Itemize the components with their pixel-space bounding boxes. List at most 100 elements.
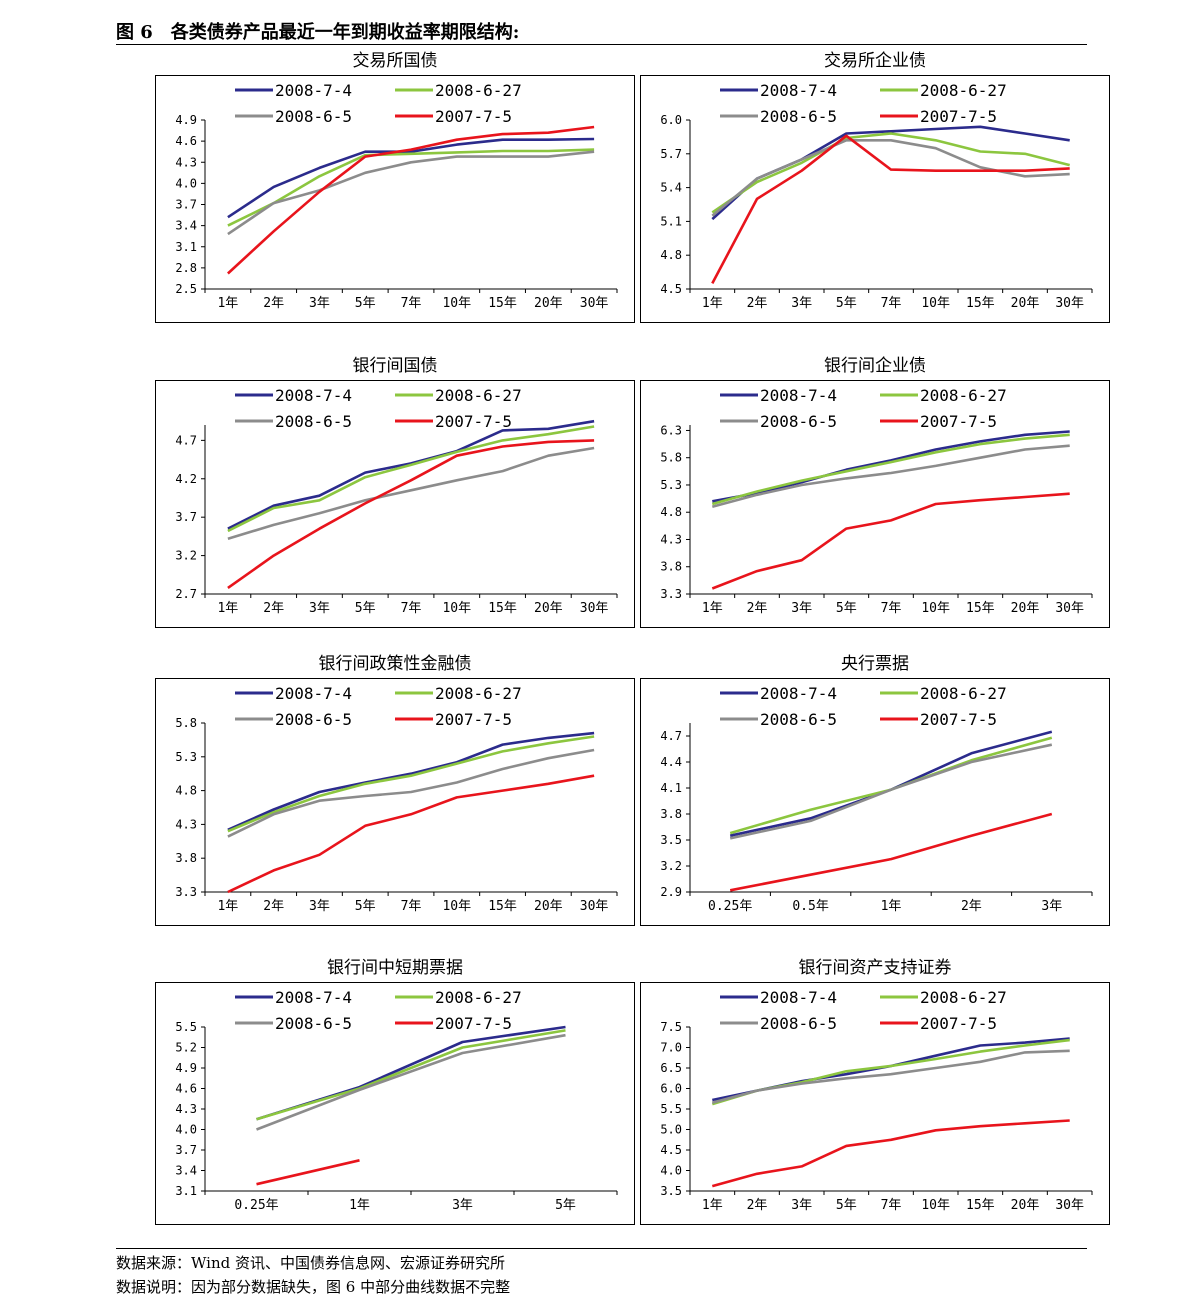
x-tick-label: 2年 (263, 899, 284, 914)
legend-label: 2007-7-5 (920, 1014, 997, 1033)
x-tick-label: 20年 (1011, 1198, 1040, 1213)
x-tick-label: 2年 (961, 899, 982, 914)
series-line-2008-6-5 (711, 1049, 1070, 1105)
x-tick-label: 20年 (534, 296, 563, 311)
y-tick-label: 3.8 (660, 807, 682, 821)
x-tick-label: 10年 (442, 899, 471, 914)
y-tick-label: 3.8 (660, 560, 682, 574)
x-tick-label: 5年 (355, 296, 376, 311)
y-tick-label: 6.0 (660, 1082, 682, 1096)
series-line-2008-6-5 (729, 743, 1053, 840)
series-line-2007-7-5 (227, 439, 595, 589)
chart-interbank-short-medium-notes: 银行间中短期票据 2008-7-4 2008-6-27 2008-6-5 2007-7-… (155, 958, 635, 1225)
y-tick-label: 4.7 (660, 729, 682, 743)
legend-label: 2007-7-5 (920, 412, 997, 431)
legend-label: 2008-6-5 (275, 710, 352, 729)
data-source-note: 数据来源：Wind 资讯、中国债券信息网、宏源证券研究所 (116, 1254, 505, 1272)
y-tick-label: 4.3 (175, 1102, 197, 1116)
chart-title: 银行间企业债 (824, 356, 926, 376)
x-tick-label: 2年 (747, 296, 768, 311)
legend-label: 2008-6-5 (760, 1014, 837, 1033)
chart-exchange-corporate: 交易所企业债 2008-7-4 2008-6-27 2008-6-5 2007-7-5 6… (640, 51, 1110, 323)
x-tick-label: 5年 (355, 899, 376, 914)
series-line-2007-7-5 (256, 1159, 360, 1186)
x-tick-label: 30年 (580, 296, 609, 311)
y-tick-label: 5.0 (660, 1123, 682, 1137)
x-tick-label: 0.25年 (708, 899, 752, 914)
x-tick-label: 3年 (309, 899, 330, 914)
x-tick-label: 15年 (488, 899, 517, 914)
legend-label: 2007-7-5 (435, 710, 512, 729)
x-tick-label: 7年 (401, 899, 422, 914)
chart-frame (640, 982, 1110, 1225)
series-line-2008-7-4 (712, 430, 1070, 503)
legend-label: 2008-6-27 (920, 81, 1007, 100)
y-tick-label: 4.5 (660, 282, 682, 296)
legend-label: 2008-6-5 (275, 1014, 352, 1033)
chart-title: 交易所国债 (353, 51, 438, 71)
chart-frame (640, 678, 1110, 926)
x-tick-label: 3年 (452, 1198, 473, 1213)
y-tick-label: 5.5 (660, 1102, 682, 1116)
y-tick-label: 4.2 (175, 472, 197, 486)
y-tick-label: 2.5 (175, 282, 197, 296)
y-tick-label: 5.3 (175, 750, 197, 764)
y-tick-label: 7.5 (660, 1020, 682, 1034)
chart-title: 央行票据 (841, 654, 909, 674)
x-tick-label: 1年 (217, 601, 238, 616)
x-tick-label: 7年 (881, 296, 902, 311)
x-tick-label: 3年 (309, 601, 330, 616)
legend-label: 2008-7-4 (760, 684, 837, 703)
legend-label: 2008-6-5 (275, 107, 352, 126)
series-line-2008-6-27 (227, 735, 595, 833)
y-tick-label: 6.0 (660, 113, 682, 127)
y-tick-label: 2.7 (175, 587, 197, 601)
y-tick-label: 5.8 (660, 451, 682, 465)
y-tick-label: 3.4 (175, 1164, 197, 1178)
x-tick-label: 10年 (921, 1198, 950, 1213)
x-tick-label: 1年 (702, 601, 723, 616)
series-line-2007-7-5 (227, 125, 595, 275)
y-tick-label: 4.5 (660, 1143, 682, 1157)
x-tick-label: 30年 (1055, 601, 1084, 616)
series-line-2008-6-27 (227, 148, 595, 227)
y-tick-label: 4.0 (175, 176, 197, 190)
x-tick-label: 1年 (217, 899, 238, 914)
x-tick-label: 2年 (747, 601, 768, 616)
data-description-note: 数据说明：因为部分数据缺失，图 6 中部分曲线数据不完整 (116, 1278, 511, 1296)
chart-frame (155, 75, 635, 323)
y-tick-label: 3.5 (660, 833, 682, 847)
legend-label: 2008-6-5 (760, 107, 837, 126)
x-tick-label: 2年 (263, 601, 284, 616)
legend-label: 2008-6-5 (275, 412, 352, 431)
y-tick-label: 3.7 (175, 510, 197, 524)
x-tick-label: 7年 (401, 601, 422, 616)
x-tick-label: 5年 (836, 601, 857, 616)
top-rule (116, 44, 1087, 45)
legend-label: 2007-7-5 (920, 107, 997, 126)
legend-label: 2008-7-4 (760, 386, 837, 405)
x-tick-label: 3年 (791, 296, 812, 311)
series-line-2008-6-5 (227, 446, 595, 540)
y-tick-label: 4.6 (175, 134, 197, 148)
y-tick-label: 5.5 (175, 1020, 197, 1034)
y-tick-label: 4.3 (660, 532, 682, 546)
x-tick-label: 1年 (217, 296, 238, 311)
y-tick-label: 6.3 (660, 423, 682, 437)
x-tick-label: 15年 (488, 601, 517, 616)
legend-label: 2007-7-5 (435, 1014, 512, 1033)
y-tick-label: 5.8 (175, 716, 197, 730)
y-tick-label: 3.3 (175, 885, 197, 899)
legend-label: 2008-6-27 (435, 81, 522, 100)
chart-frame (640, 75, 1110, 323)
y-tick-label: 4.0 (175, 1123, 197, 1137)
x-tick-label: 5年 (836, 296, 857, 311)
y-tick-label: 4.6 (175, 1082, 197, 1096)
chart-title: 银行间国债 (353, 356, 438, 376)
x-tick-label: 2年 (263, 296, 284, 311)
figure-title: 图 6 各类债券产品最近一年到期收益率期限结构: (116, 22, 520, 43)
x-tick-label: 5年 (555, 1198, 576, 1213)
